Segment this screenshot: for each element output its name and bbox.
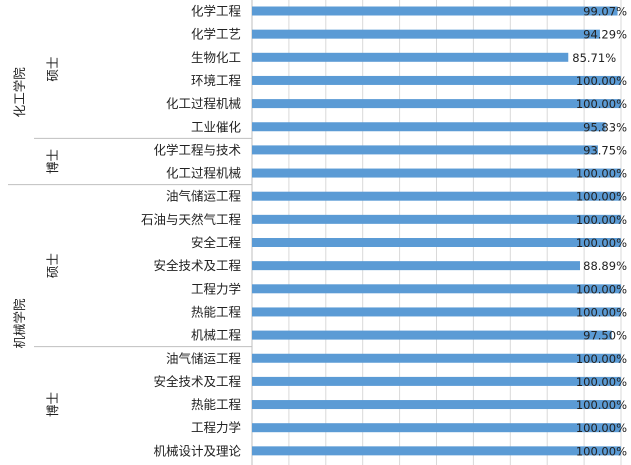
data-label: 100.00%	[576, 375, 627, 389]
category-label: 机械设计及理论	[153, 443, 241, 458]
bar	[252, 261, 581, 271]
data-label: 95.83%	[583, 120, 627, 134]
bar	[252, 307, 621, 317]
data-label: 100.00%	[576, 282, 627, 296]
bar	[252, 376, 621, 386]
data-label: 100.00%	[576, 236, 627, 250]
category-label: 石油与天然气工程	[141, 212, 242, 227]
data-label: 85.71%	[572, 51, 616, 65]
category-label: 化工过程机械	[166, 96, 242, 111]
category-label: 环境工程	[191, 73, 242, 88]
data-label: 100.00%	[576, 421, 627, 435]
college-label: 机械学院	[12, 298, 27, 349]
category-label: 机械工程	[191, 328, 242, 343]
data-label: 100.00%	[576, 213, 627, 227]
data-label: 97.50%	[583, 329, 627, 343]
bar	[252, 191, 621, 201]
bar	[252, 168, 621, 178]
bar	[252, 238, 621, 247]
bar	[252, 353, 621, 363]
data-label: 100.00%	[576, 167, 627, 181]
data-label: 88.89%	[583, 259, 627, 273]
data-label: 93.75%	[583, 143, 627, 157]
data-label: 100.00%	[576, 97, 627, 111]
category-label: 工程力学	[191, 420, 241, 435]
bar	[252, 99, 621, 109]
data-label: 99.07%	[583, 5, 627, 19]
degree-label: 博士	[45, 392, 60, 417]
degree-label: 博士	[45, 149, 60, 174]
gridlines	[251, 0, 622, 465]
category-labels: 化学工程化学工艺生物化工环境工程化工过程机械工业催化化学工程与技术化工过程机械油…	[141, 4, 242, 459]
bar	[252, 145, 598, 155]
category-label: 工程力学	[191, 281, 241, 296]
category-label: 油气储运工程	[166, 189, 242, 204]
data-label: 100.00%	[576, 398, 627, 412]
bar	[252, 29, 600, 39]
category-label: 安全技术及工程	[153, 258, 241, 273]
data-label: 100.00%	[576, 190, 627, 204]
category-label: 热能工程	[191, 397, 242, 412]
category-label: 安全技术及工程	[153, 374, 241, 389]
bar	[252, 75, 621, 85]
data-label: 100.00%	[576, 74, 627, 88]
data-labels: 99.07% 94.29% 85.71% 100.00% 100.00% 95.83% 93…	[572, 5, 627, 459]
bar	[252, 423, 621, 433]
bar	[252, 214, 621, 224]
bar	[252, 284, 621, 294]
bars	[252, 6, 621, 456]
category-label: 化工过程机械	[166, 166, 242, 181]
degree-label: 硕士	[45, 253, 60, 278]
bar	[252, 446, 621, 456]
college-label: 化工学院	[12, 67, 27, 118]
bar	[252, 330, 612, 340]
category-label: 化学工艺	[191, 27, 241, 42]
data-label: 100.00%	[576, 305, 627, 319]
bar	[252, 122, 606, 132]
category-label: 安全工程	[191, 235, 242, 250]
data-label: 94.29%	[583, 28, 627, 42]
category-label: 生物化工	[191, 50, 241, 65]
category-label: 化学工程	[191, 4, 242, 19]
bar	[252, 400, 621, 410]
bar	[252, 6, 618, 16]
data-label: 100.00%	[576, 444, 627, 458]
category-label: 工业催化	[191, 119, 242, 134]
degree-label: 硕士	[45, 57, 60, 82]
data-label: 100.00%	[576, 352, 627, 366]
category-label: 油气储运工程	[166, 351, 242, 366]
category-label: 热能工程	[191, 304, 242, 319]
bar	[252, 52, 569, 62]
category-label: 化学工程与技术	[153, 142, 241, 157]
